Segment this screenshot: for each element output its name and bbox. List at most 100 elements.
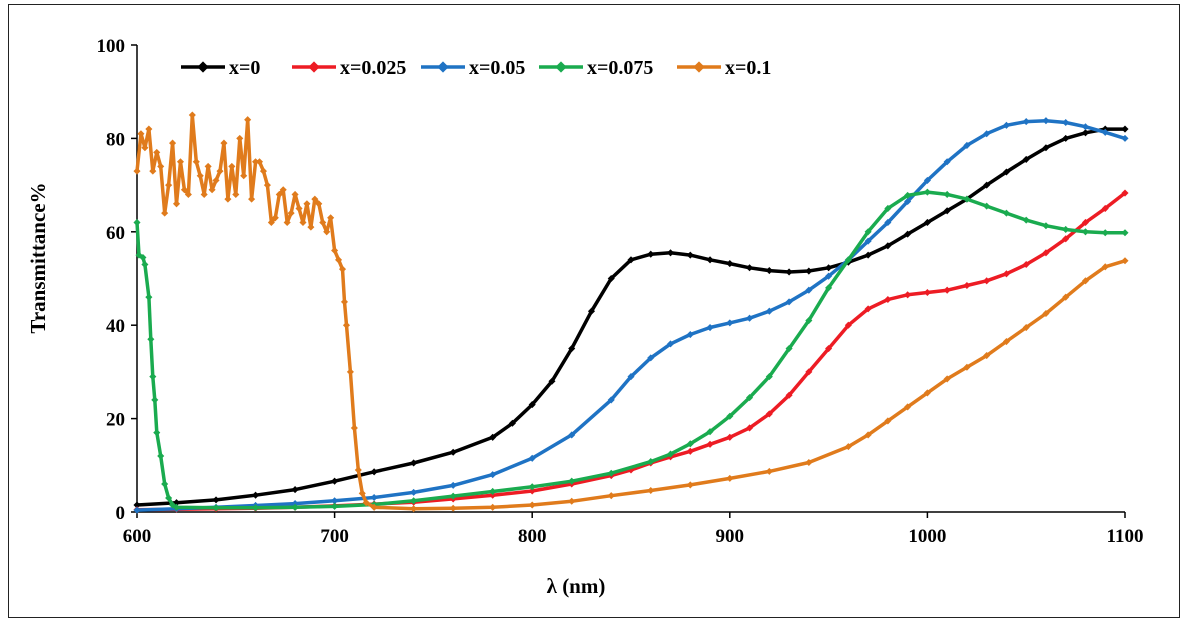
legend: x=0 x=0.025 x=0.05 x=0.075 x=0.1 (181, 57, 771, 79)
data-point (192, 158, 200, 166)
data-point (825, 284, 833, 292)
data-point (370, 493, 378, 502)
data-point (172, 200, 181, 208)
legend-swatch-marker (197, 61, 209, 73)
data-point (686, 447, 694, 455)
data-point (228, 162, 236, 170)
legend-label: x=0.1 (725, 57, 771, 79)
data-point (489, 471, 497, 479)
data-point (153, 148, 161, 156)
series-2 (133, 189, 1129, 514)
data-point (726, 260, 734, 268)
data-point (331, 502, 339, 510)
data-point (161, 209, 169, 217)
data-point (647, 354, 655, 362)
data-point (295, 204, 303, 212)
data-point (686, 440, 694, 448)
data-point (1022, 323, 1030, 332)
series-line (136, 191, 1127, 512)
data-point (864, 251, 872, 259)
data-point (726, 319, 734, 327)
data-point (686, 481, 694, 489)
data-point (706, 323, 714, 332)
data-point (746, 264, 754, 272)
data-point (686, 331, 694, 339)
data-point (133, 167, 141, 175)
data-point (212, 496, 220, 504)
x-tick-label: 800 (518, 526, 547, 547)
y-tick-label: 0 (116, 503, 126, 524)
legend-label: x=0.025 (340, 57, 406, 79)
series-line (136, 127, 1125, 507)
data-point (904, 191, 912, 199)
transmittance-chart: 600 700 800 900 1000 1100 0 20 40 60 80 100 x=0 x=0.… (26, 36, 1143, 598)
legend-item: x=0.05 (421, 57, 525, 79)
data-point (283, 218, 291, 226)
data-point (362, 499, 370, 507)
legend-swatch-marker (308, 61, 320, 73)
series-line (136, 118, 1126, 512)
data-point (165, 181, 173, 189)
data-point (666, 249, 675, 257)
series-1 (133, 125, 1129, 509)
data-point (864, 228, 872, 236)
y-tick-label: 60 (106, 223, 125, 244)
data-point (904, 197, 912, 205)
data-point (196, 172, 204, 180)
data-point (340, 298, 349, 306)
data-point (1121, 125, 1129, 133)
data-point (904, 230, 912, 238)
data-point (410, 488, 418, 496)
data-point (825, 345, 833, 353)
data-point (358, 489, 366, 497)
data-point (607, 469, 615, 477)
data-point (489, 487, 497, 495)
data-point (1002, 270, 1010, 278)
data-point (666, 450, 675, 458)
data-point (568, 497, 576, 505)
data-point (1022, 155, 1030, 163)
data-point (805, 286, 813, 294)
data-point (200, 190, 208, 198)
data-point (354, 466, 362, 474)
data-point (212, 504, 220, 512)
data-point (157, 162, 165, 170)
x-tick-label: 600 (123, 526, 152, 547)
data-point (943, 158, 951, 166)
data-point (607, 274, 615, 283)
data-point (244, 116, 252, 124)
data-point (299, 218, 307, 226)
data-point (216, 167, 224, 175)
data-point (303, 200, 311, 208)
data-point (943, 207, 951, 215)
data-point (528, 483, 536, 491)
data-point (449, 492, 457, 500)
data-point (904, 403, 912, 411)
data-point (255, 158, 264, 166)
data-point (275, 190, 283, 198)
legend-swatch-marker (555, 61, 567, 73)
series-5 (133, 111, 1129, 513)
data-point (145, 293, 153, 301)
data-point (587, 307, 596, 315)
data-point (805, 267, 813, 275)
data-point (686, 251, 694, 259)
data-point (528, 487, 536, 495)
data-point (923, 176, 931, 184)
data-point (983, 277, 991, 285)
data-point (184, 190, 192, 198)
data-point (291, 190, 299, 198)
data-point (291, 500, 299, 508)
series-layer (133, 111, 1129, 514)
data-point (785, 345, 793, 353)
data-point (327, 214, 335, 222)
data-point (331, 246, 339, 255)
data-point (1002, 168, 1010, 176)
data-point (864, 431, 872, 439)
data-point (307, 223, 315, 231)
y-tick-label: 100 (97, 36, 126, 57)
data-point (765, 267, 773, 275)
data-point (139, 253, 147, 262)
data-point (765, 410, 773, 418)
legend-swatch-marker (437, 61, 449, 73)
